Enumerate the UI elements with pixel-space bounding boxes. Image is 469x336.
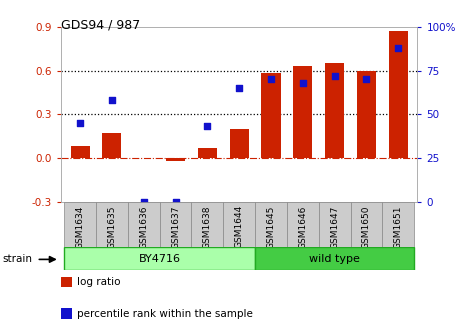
Text: BY4716: BY4716 <box>139 254 181 264</box>
Text: strain: strain <box>2 254 32 264</box>
Bar <box>350 202 382 247</box>
Point <box>299 80 307 85</box>
Bar <box>70 146 90 158</box>
Bar <box>319 202 350 247</box>
Point <box>235 85 243 91</box>
Text: GSM1636: GSM1636 <box>139 205 148 249</box>
Text: GSM1647: GSM1647 <box>330 205 339 249</box>
Point <box>331 73 339 79</box>
Text: log ratio: log ratio <box>77 277 121 287</box>
Text: GSM1651: GSM1651 <box>394 205 403 249</box>
Bar <box>159 202 191 247</box>
Text: GSM1637: GSM1637 <box>171 205 180 249</box>
Text: wild type: wild type <box>309 254 360 264</box>
Text: percentile rank within the sample: percentile rank within the sample <box>77 309 253 319</box>
Bar <box>198 148 217 158</box>
Point <box>363 77 370 82</box>
Point <box>267 77 275 82</box>
Bar <box>230 129 249 158</box>
Text: GSM1644: GSM1644 <box>234 205 244 249</box>
Bar <box>325 63 344 158</box>
Text: GSM1646: GSM1646 <box>298 205 307 249</box>
Bar <box>128 202 159 247</box>
Point <box>108 97 116 103</box>
Point <box>76 120 84 126</box>
Bar <box>287 202 319 247</box>
Bar <box>64 202 96 247</box>
Bar <box>357 71 376 158</box>
Bar <box>64 247 255 270</box>
Point <box>204 124 211 129</box>
Text: GSM1645: GSM1645 <box>266 205 275 249</box>
Bar <box>255 247 414 270</box>
Point <box>172 199 179 204</box>
Bar <box>389 31 408 158</box>
Bar <box>261 74 280 158</box>
Text: GSM1634: GSM1634 <box>76 205 84 249</box>
Text: GSM1635: GSM1635 <box>107 205 116 249</box>
Point <box>140 199 147 204</box>
Text: GSM1638: GSM1638 <box>203 205 212 249</box>
Text: GSM1650: GSM1650 <box>362 205 371 249</box>
Bar <box>223 202 255 247</box>
Bar <box>166 158 185 161</box>
Point <box>394 45 402 50</box>
Bar <box>191 202 223 247</box>
Bar <box>293 66 312 158</box>
Text: GDS94 / 987: GDS94 / 987 <box>61 18 140 32</box>
Bar <box>96 202 128 247</box>
Bar <box>102 133 121 158</box>
Bar <box>255 202 287 247</box>
Bar <box>382 202 414 247</box>
